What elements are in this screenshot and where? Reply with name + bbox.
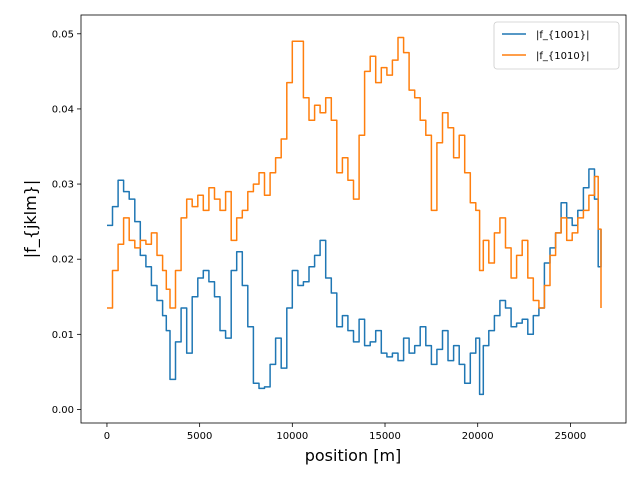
series-line-f1010 — [107, 36, 602, 309]
x-axis: 0 5000 10000 15000 20000 25000 — [104, 423, 586, 442]
y-tick-label: 0.01 — [52, 330, 74, 341]
x-tick-label: 20000 — [462, 431, 494, 442]
y-tick-label: 0.00 — [52, 405, 74, 416]
y-axis: 0.00 0.01 0.02 0.03 0.04 0.05 — [52, 29, 81, 416]
x-tick-label: 15000 — [369, 431, 401, 442]
y-tick-label: 0.05 — [52, 29, 74, 40]
y-tick-label: 0.04 — [52, 104, 74, 115]
x-tick-label: 0 — [104, 431, 110, 442]
legend: |f_{1001}| |f_{1010}| — [493, 21, 620, 70]
plot-lines — [107, 36, 602, 396]
x-tick-label: 5000 — [187, 431, 212, 442]
y-tick-label: 0.02 — [52, 255, 74, 266]
series-line-f1001 — [107, 168, 602, 396]
x-tick-label: 25000 — [554, 431, 586, 442]
x-tick-label: 10000 — [276, 431, 308, 442]
plot-frame — [80, 14, 627, 424]
legend-label-f1001: |f_{1001}| — [536, 30, 589, 41]
x-axis-label: position [m] — [305, 446, 402, 465]
legend-label-f1010: |f_{1010}| — [536, 51, 589, 62]
y-tick-label: 0.03 — [52, 180, 74, 191]
y-axis-label: |f_{jklm}| — [21, 180, 41, 259]
